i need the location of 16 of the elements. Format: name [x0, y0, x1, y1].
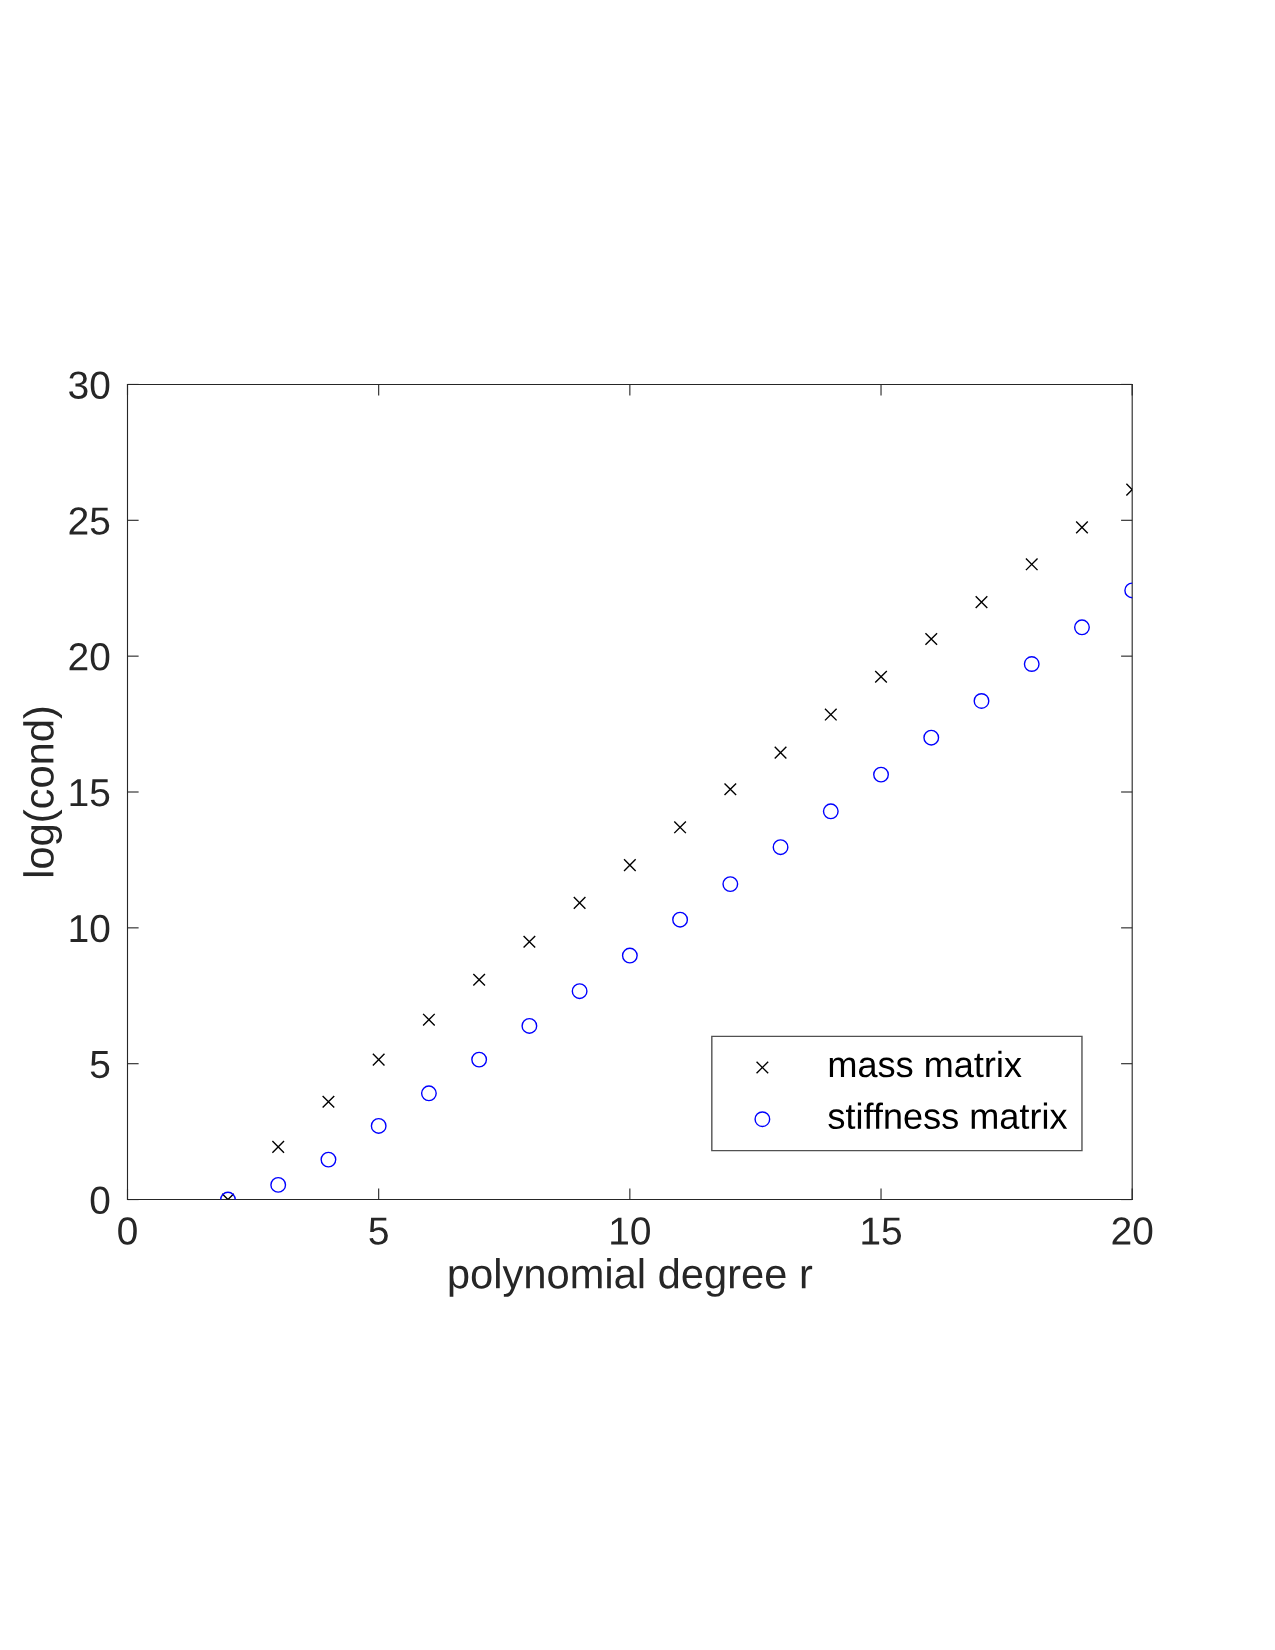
x-tick-label: 20: [1112, 1217, 1153, 1245]
y-tick-label: 15: [70, 779, 110, 807]
y-axis-title: log(cond): [23, 707, 63, 877]
x-tick-label: 0: [118, 1217, 137, 1245]
legend-label: mass matrix: [829, 1050, 1022, 1078]
x-tick-label: 10: [611, 1217, 650, 1245]
x-tick-label: 15: [862, 1217, 902, 1245]
y-tick-label: 25: [69, 507, 110, 535]
x-axis-title: polynomial degree r: [449, 1258, 813, 1297]
y-tick-label: 20: [69, 643, 110, 671]
y-tick-label: 5: [90, 1051, 110, 1079]
x-tick-label: 5: [369, 1217, 388, 1245]
legend-label: stiffness matrix: [828, 1102, 1068, 1130]
y-tick-label: 0: [90, 1186, 110, 1215]
y-tick-label: 10: [70, 914, 110, 943]
y-tick-label: 30: [69, 371, 110, 399]
